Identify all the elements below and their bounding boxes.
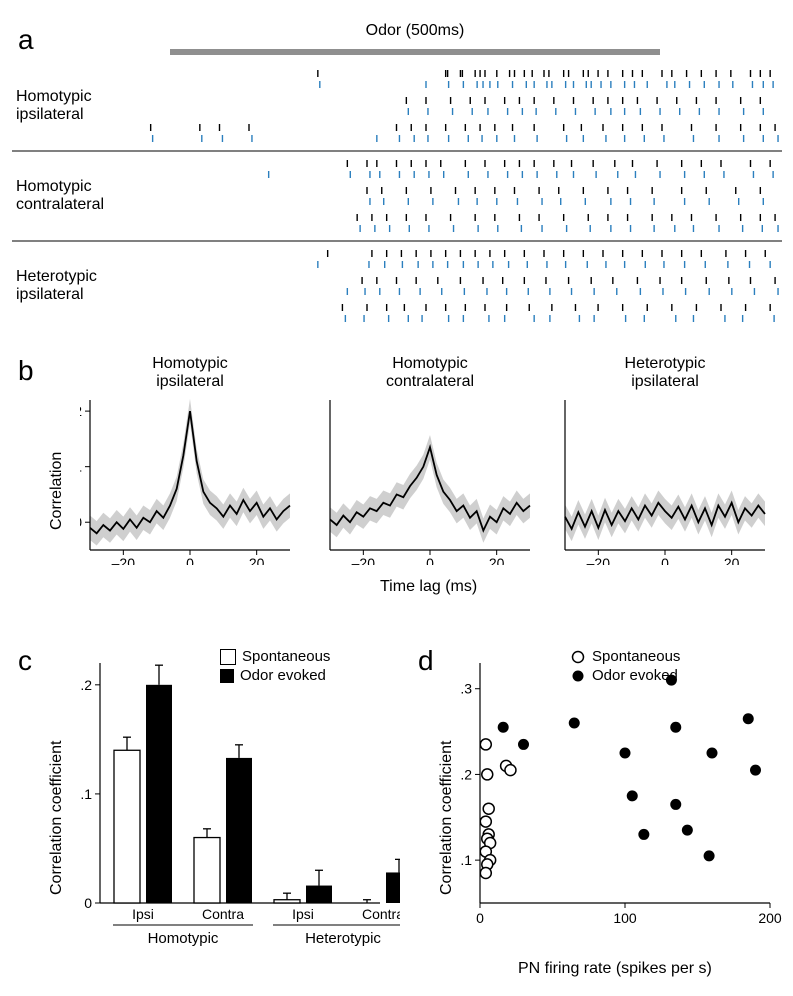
svg-text:0.3: 0.3 — [460, 681, 472, 697]
svg-text:200: 200 — [758, 910, 782, 926]
svg-text:0: 0 — [84, 895, 92, 911]
svg-text:0.2: 0.2 — [460, 766, 472, 782]
svg-text:Heterotypic: Heterotypic — [305, 930, 381, 947]
svg-text:20: 20 — [489, 555, 505, 565]
panel-b-plot-0: –20 0 20 0 0.1 0.2 — [80, 355, 300, 565]
svg-text:0.1: 0.1 — [80, 786, 92, 802]
panel-b-ylabel: Correlation — [48, 452, 66, 530]
svg-text:0: 0 — [186, 555, 194, 565]
panel-a-rowlabel-1: Homotypic contralateral — [16, 178, 104, 215]
svg-text:–20: –20 — [352, 555, 376, 565]
svg-text:Ipsi: Ipsi — [292, 906, 314, 922]
svg-text:Ipsi: Ipsi — [132, 906, 154, 922]
svg-text:0.1: 0.1 — [80, 459, 82, 475]
svg-text:20: 20 — [724, 555, 740, 565]
panel-c-letter: c — [18, 645, 32, 677]
panel-b-plot-1: –20 0 20 — [320, 355, 540, 565]
svg-text:0: 0 — [80, 514, 82, 530]
panel-a-rowlabel-2: Heterotypic ipsilateral — [16, 268, 97, 305]
panel-a-raster — [0, 0, 793, 330]
panel-b-plot-2: –20 0 20 — [555, 355, 775, 565]
svg-text:0.1: 0.1 — [460, 852, 472, 868]
svg-text:–20: –20 — [112, 555, 136, 565]
panel-c-ylabel: Correlation coefficient — [48, 741, 66, 895]
svg-text:Contra: Contra — [202, 906, 244, 922]
svg-text:0: 0 — [426, 555, 434, 565]
panel-b-xlabel: Time lag (ms) — [380, 578, 477, 596]
panel-d-scatter: 0 100 200 0.1 0.2 0.3 — [460, 645, 790, 975]
svg-text:0: 0 — [661, 555, 669, 565]
panel-a-rowlabel-0: Homotypic ipsilateral — [16, 88, 92, 125]
svg-text:0.2: 0.2 — [80, 403, 82, 419]
figure-root: a b c d Odor (500ms) Homotypic ipsilater… — [0, 0, 793, 996]
svg-text:Contra: Contra — [362, 906, 400, 922]
panel-c-barchart: 0 0.1 0.2 Ipsi Contra Ipsi Contra Homotypic Hete… — [80, 645, 400, 985]
svg-text:0: 0 — [476, 910, 484, 926]
svg-text:20: 20 — [249, 555, 265, 565]
svg-text:100: 100 — [613, 910, 637, 926]
svg-text:–20: –20 — [587, 555, 611, 565]
panel-b-letter: b — [18, 355, 34, 387]
panel-d-ylabel: Correlation coefficient — [438, 741, 456, 895]
svg-text:Homotypic: Homotypic — [148, 930, 219, 947]
svg-text:0.2: 0.2 — [80, 677, 92, 693]
panel-d-letter: d — [418, 645, 434, 677]
